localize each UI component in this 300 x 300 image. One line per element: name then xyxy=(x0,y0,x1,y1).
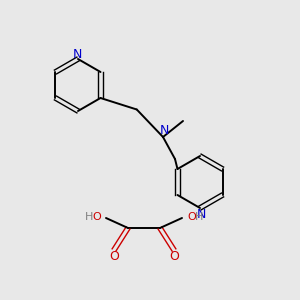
Text: N: N xyxy=(196,208,206,220)
Text: N: N xyxy=(159,124,169,137)
Text: N: N xyxy=(72,47,82,61)
Text: H: H xyxy=(85,212,93,222)
Text: O: O xyxy=(92,212,101,222)
Text: O: O xyxy=(169,250,179,263)
Text: O: O xyxy=(109,250,119,263)
Text: H: H xyxy=(195,212,203,222)
Text: O: O xyxy=(187,212,196,222)
